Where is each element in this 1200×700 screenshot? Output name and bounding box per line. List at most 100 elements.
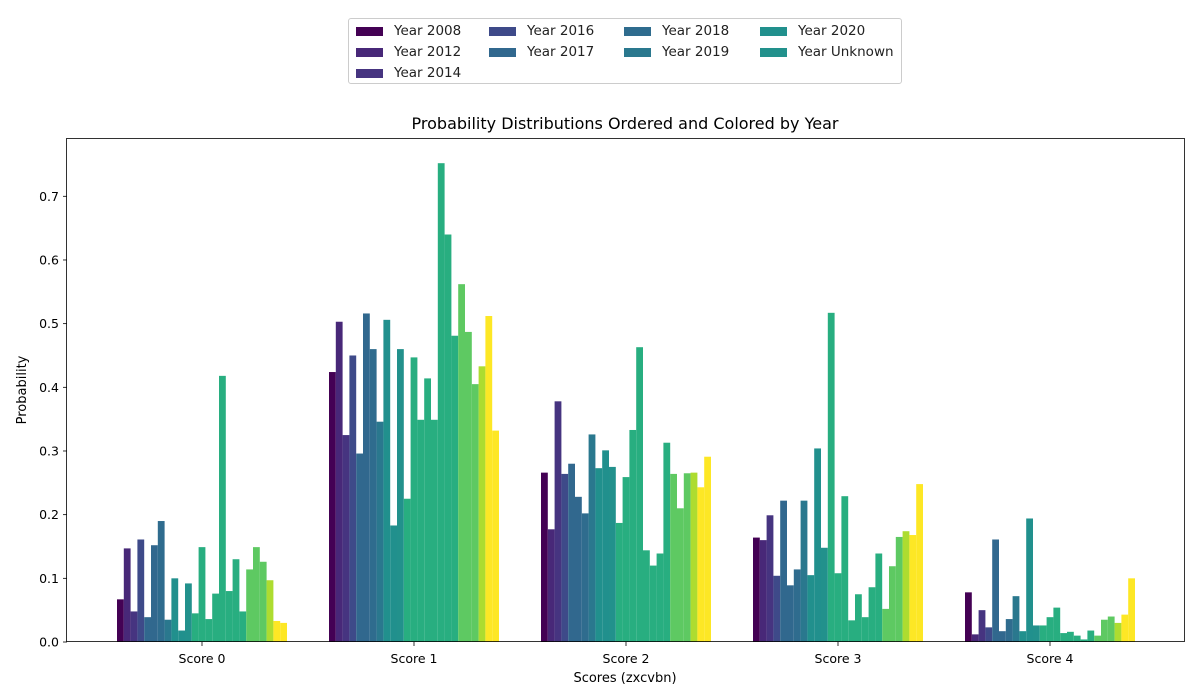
y-tick-label: 0.7 xyxy=(39,189,59,204)
bar xyxy=(855,594,862,642)
bar xyxy=(916,484,923,642)
bar xyxy=(568,463,575,642)
bar xyxy=(766,515,774,642)
bar xyxy=(329,372,336,642)
bar xyxy=(827,312,835,642)
bar xyxy=(383,319,391,642)
bar xyxy=(909,535,917,642)
bar xyxy=(431,419,438,642)
y-tick-label: 0.3 xyxy=(39,443,59,458)
bar xyxy=(403,498,411,642)
plot-frame xyxy=(66,138,1185,642)
bar xyxy=(266,580,274,642)
bar xyxy=(219,375,226,642)
bar xyxy=(198,547,206,642)
bar xyxy=(444,234,452,642)
bar xyxy=(390,525,397,642)
bar xyxy=(1094,635,1101,642)
bar xyxy=(164,619,172,642)
bar xyxy=(902,531,910,642)
chart-title: Probability Distributions Ordered and Co… xyxy=(412,114,839,133)
bar xyxy=(821,547,828,642)
legend-label: Year 2008 xyxy=(394,23,462,39)
bar xyxy=(1101,619,1108,642)
bar xyxy=(273,620,281,642)
bar xyxy=(875,553,883,642)
y-tick-label: 0.6 xyxy=(39,252,59,267)
bar xyxy=(451,335,459,642)
legend-swatch xyxy=(356,27,383,36)
bar xyxy=(609,466,616,642)
legend-label: Year 2020 xyxy=(798,23,866,39)
bar xyxy=(1033,625,1040,642)
bar xyxy=(588,434,596,642)
bar xyxy=(595,468,603,642)
legend-item: Year 2016 xyxy=(489,23,594,39)
bar xyxy=(369,349,377,642)
bars-group xyxy=(117,163,1135,642)
legend-swatch xyxy=(489,48,516,57)
bar xyxy=(670,473,677,642)
legend-item: Year 2012 xyxy=(356,44,461,60)
bar xyxy=(643,550,650,642)
bar xyxy=(999,631,1006,642)
bar xyxy=(753,537,760,642)
legend-swatch xyxy=(489,27,516,36)
bar xyxy=(1046,617,1054,642)
bar xyxy=(1107,616,1115,642)
bar xyxy=(759,540,767,642)
bar xyxy=(225,591,233,642)
bar xyxy=(834,573,842,642)
legend-item: Year 2019 xyxy=(624,44,729,60)
bar xyxy=(349,355,357,642)
y-axis-label: Probability xyxy=(15,355,30,424)
bar xyxy=(144,617,151,642)
bar xyxy=(1019,631,1027,642)
bar xyxy=(848,620,855,642)
bar xyxy=(191,613,199,642)
bar xyxy=(1026,518,1033,642)
bar xyxy=(868,587,876,642)
x-tick-label: Score 3 xyxy=(815,651,862,666)
y-tick-label: 0.2 xyxy=(39,507,59,522)
bar xyxy=(171,578,179,642)
bar xyxy=(780,500,787,642)
bar xyxy=(690,472,698,642)
bar xyxy=(1067,631,1074,642)
bar xyxy=(773,575,781,642)
bar xyxy=(602,450,609,642)
bar xyxy=(458,284,465,642)
x-axis: Score 0 Score 1 Score 2 Score 3 Score 4 xyxy=(179,642,1074,666)
bar xyxy=(1114,622,1122,642)
bar xyxy=(575,496,582,642)
bar xyxy=(985,627,993,642)
bar xyxy=(342,435,350,642)
x-tick-label: Score 0 xyxy=(179,651,226,666)
legend-swatch xyxy=(356,69,383,78)
legend-label: Year 2014 xyxy=(394,65,462,81)
bar xyxy=(793,569,801,642)
bar xyxy=(697,487,705,642)
bar xyxy=(704,456,711,642)
bar xyxy=(971,634,979,642)
bar xyxy=(1128,578,1135,642)
legend-item: Year 2017 xyxy=(489,44,594,60)
bar xyxy=(663,442,671,642)
bar xyxy=(992,539,999,642)
bar xyxy=(656,553,664,642)
bar xyxy=(376,421,384,642)
y-tick-label: 0.5 xyxy=(39,316,59,331)
legend-swatch xyxy=(356,48,383,57)
bar xyxy=(1080,639,1088,642)
bar xyxy=(622,477,630,642)
legend-label: Year 2017 xyxy=(527,44,595,60)
legend-swatch xyxy=(760,48,787,57)
bar xyxy=(471,384,479,642)
bar xyxy=(1060,633,1067,642)
bar xyxy=(636,347,643,642)
legend-swatch xyxy=(624,48,651,57)
legend-item: Year 2014 xyxy=(356,65,461,81)
legend-label: Year 2012 xyxy=(394,44,462,60)
bar xyxy=(1005,619,1013,642)
bar xyxy=(465,331,472,642)
